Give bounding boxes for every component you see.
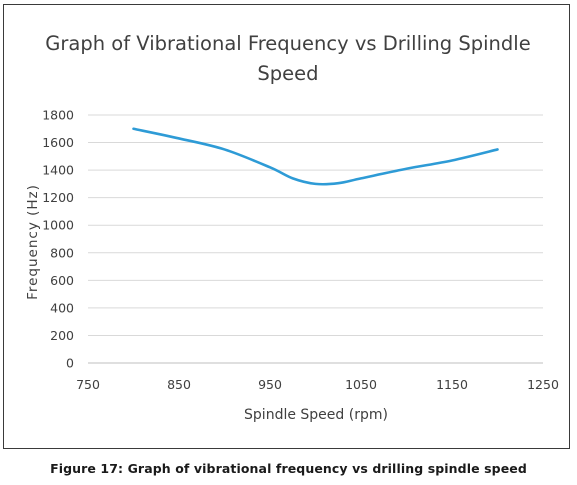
y-tick-label: 200: [50, 328, 74, 343]
y-axis-label: Frequency (Hz): [25, 184, 41, 300]
y-tick-label: 1200: [42, 190, 74, 205]
series-group: [132, 127, 499, 186]
y-tick-label: 1800: [42, 108, 74, 123]
x-tick-label: 850: [167, 377, 191, 392]
chart-title-line: Graph of Vibrational Frequency vs Drilli…: [45, 32, 530, 55]
line-chart: Graph of Vibrational Frequency vs Drilli…: [25, 32, 559, 423]
y-tick-label: 1400: [42, 163, 74, 178]
x-tick-label: 750: [76, 377, 100, 392]
x-tick-label: 1150: [436, 377, 468, 392]
x-axis-label: Spindle Speed (rpm): [244, 407, 388, 423]
x-tick-label: 1050: [345, 377, 377, 392]
x-tick-label: 1250: [527, 377, 559, 392]
gridlines: [88, 114, 543, 364]
x-tick-label: 950: [258, 377, 282, 392]
y-tick-label: 1600: [42, 135, 74, 150]
x-axis-ticks: 750 850 950 1050 1150 1250: [76, 377, 559, 392]
series-line: [132, 127, 499, 186]
y-axis-ticks: 0 200 400 600 800 1000 1200 1400 1600 1800: [42, 108, 74, 371]
chart-frame: [3, 4, 570, 449]
figure-caption: Figure 17: Graph of vibrational frequenc…: [50, 461, 527, 476]
y-tick-label: 0: [66, 356, 74, 371]
y-tick-label: 600: [50, 273, 74, 288]
y-tick-label: 1000: [42, 218, 74, 233]
chart-title: Graph of Vibrational Frequency vs Drilli…: [45, 32, 530, 85]
y-tick-label: 400: [50, 300, 74, 315]
y-tick-label: 800: [50, 245, 74, 260]
chart-title-line: Speed: [257, 62, 318, 85]
